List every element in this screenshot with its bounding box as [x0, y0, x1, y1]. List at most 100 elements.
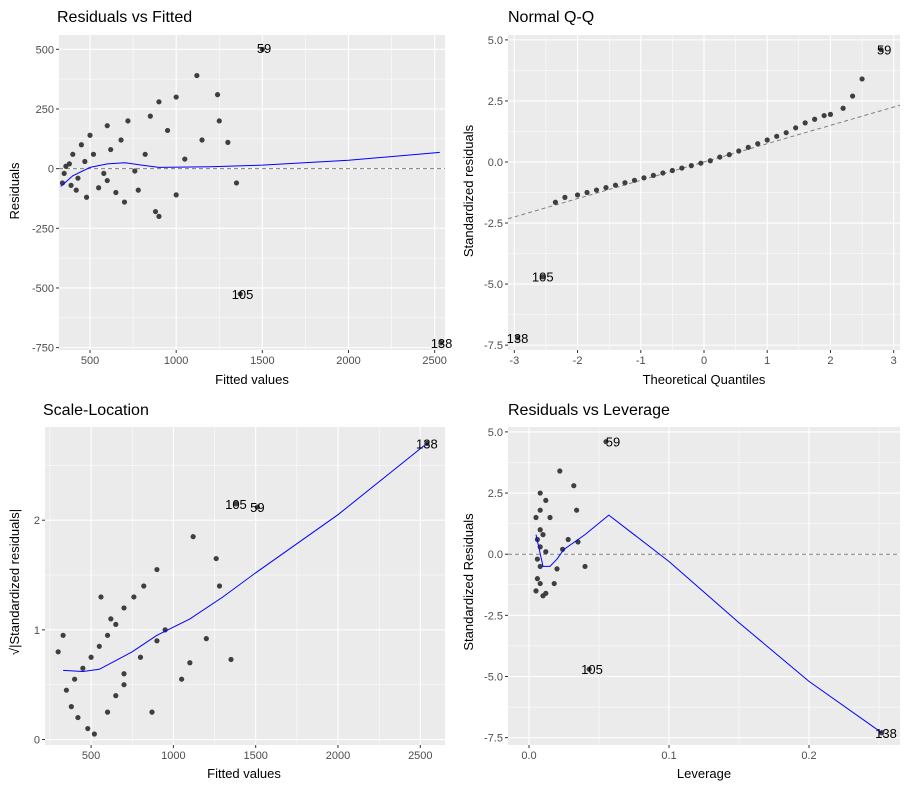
x-tick-label: 1	[764, 355, 770, 367]
data-point	[121, 671, 127, 677]
data-point	[840, 105, 846, 111]
y-tick-label: 2	[34, 515, 40, 527]
data-point	[131, 594, 137, 600]
data-point	[821, 112, 827, 119]
data-point	[83, 194, 90, 200]
y-tick-label: 1	[34, 625, 40, 637]
data-point	[679, 165, 685, 171]
data-point	[586, 666, 592, 672]
data-point	[631, 177, 638, 183]
data-point	[125, 118, 131, 124]
data-point	[540, 274, 546, 280]
data-point	[537, 490, 543, 496]
data-point	[543, 549, 549, 555]
y-axis-label: √|Standardized residuals|	[7, 509, 22, 655]
data-point	[90, 151, 97, 157]
data-point	[574, 507, 580, 513]
data-point	[162, 627, 168, 633]
data-point	[154, 566, 160, 573]
data-point	[68, 182, 74, 188]
y-tick-label: 0.0	[488, 157, 503, 169]
residuals-vs-leverage-panel: Residuals vs Leverage Leverage Standardi…	[461, 402, 900, 781]
data-point	[190, 534, 196, 540]
data-point	[78, 142, 85, 148]
data-point	[104, 177, 110, 184]
data-point	[96, 185, 102, 191]
data-point	[641, 175, 647, 181]
data-point	[141, 583, 147, 589]
panel-title: Normal Q-Q	[508, 9, 594, 26]
data-point	[132, 168, 138, 174]
data-point	[98, 594, 104, 600]
data-point	[540, 532, 546, 538]
data-point	[113, 621, 119, 627]
data-point	[104, 123, 110, 129]
data-point	[142, 151, 148, 157]
y-tick-label: -250	[32, 223, 54, 235]
data-point	[698, 160, 704, 166]
x-tick-label: -2	[573, 355, 583, 367]
plot-area	[59, 46, 445, 346]
panel-title: Residuals vs Fitted	[57, 9, 192, 26]
data-point	[557, 468, 563, 474]
observation-label: 59	[257, 41, 271, 56]
data-point	[154, 638, 160, 644]
x-tick-label: 2000	[326, 750, 350, 762]
data-point	[688, 163, 694, 169]
data-point	[514, 335, 521, 341]
data-point	[63, 687, 69, 693]
data-point	[216, 583, 223, 589]
data-point	[87, 132, 93, 138]
panel-title: Scale-Location	[43, 402, 149, 419]
x-tick-label: 1500	[243, 750, 267, 762]
y-tick-label: 2.5	[488, 96, 503, 108]
data-point	[552, 199, 559, 205]
data-point	[562, 194, 568, 200]
x-tick-label: 0.0	[521, 750, 536, 762]
data-point	[571, 483, 577, 489]
y-axis-label: Residuals	[7, 162, 22, 220]
observation-label: 138	[431, 336, 453, 351]
data-point	[72, 676, 78, 682]
panel-background	[59, 35, 445, 350]
data-point	[147, 113, 153, 119]
data-point	[612, 182, 619, 188]
y-tick-label: -7.5	[484, 733, 503, 745]
data-point	[438, 340, 444, 346]
data-point	[736, 148, 742, 154]
plot-area	[55, 440, 430, 737]
data-point	[755, 141, 761, 147]
observation-label: 138	[507, 331, 529, 346]
y-tick-label: -2.5	[484, 610, 503, 622]
y-tick-label: -7.5	[484, 340, 503, 352]
data-point	[187, 660, 193, 666]
x-tick-label: 500	[81, 355, 99, 367]
x-tick-label: 1000	[161, 750, 185, 762]
observation-label: 105	[225, 497, 247, 512]
observation-label: 105	[581, 662, 603, 677]
panel-title: Residuals vs Leverage	[508, 402, 670, 419]
data-point	[113, 189, 119, 196]
x-tick-label: -1	[636, 355, 646, 367]
data-point	[565, 536, 571, 543]
data-point	[80, 665, 86, 671]
y-tick-label: 5.0	[488, 427, 503, 439]
data-point	[543, 497, 549, 503]
data-point	[537, 507, 543, 513]
data-point	[228, 656, 234, 663]
data-point	[60, 632, 66, 638]
data-point	[152, 208, 159, 215]
y-tick-label: 5.0	[488, 35, 503, 47]
y-tick-label: -5.0	[484, 279, 503, 291]
data-point	[717, 154, 723, 160]
y-tick-label: -5.0	[484, 672, 503, 684]
data-point	[537, 563, 543, 570]
data-point	[543, 590, 549, 596]
x-tick-label: 0.1	[661, 750, 676, 762]
data-point	[878, 47, 884, 53]
data-point	[603, 439, 609, 445]
plot-area	[508, 439, 900, 736]
data-point	[827, 111, 834, 117]
data-point	[63, 163, 69, 169]
